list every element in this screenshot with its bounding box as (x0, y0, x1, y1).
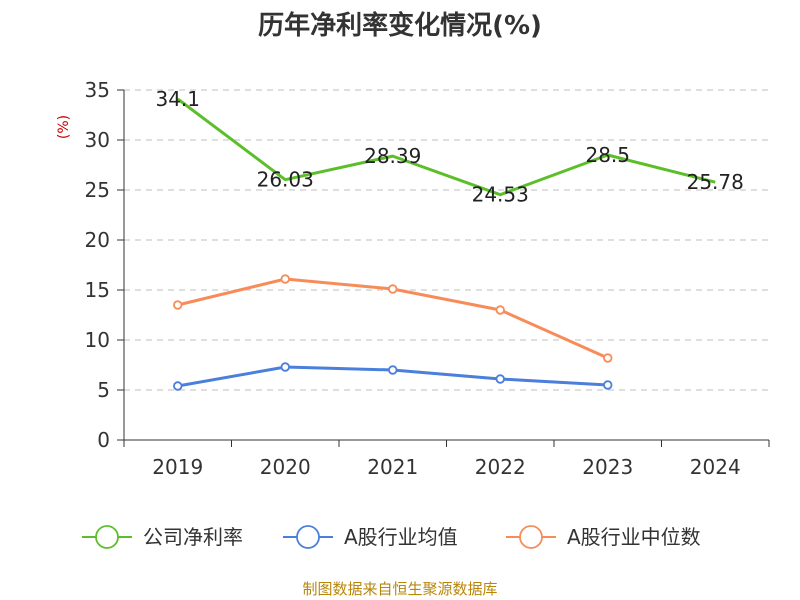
x-tick-label: 2019 (152, 455, 203, 479)
data-label: 26.03 (257, 168, 314, 192)
legend-item-2: A股行业中位数 (506, 525, 701, 549)
legend-swatch-marker (296, 525, 320, 549)
data-label: 25.78 (687, 170, 744, 194)
data-point (388, 365, 398, 375)
data-point (388, 284, 398, 294)
series-line-0 (176, 97, 716, 197)
legend-label: 公司净利率 (143, 525, 243, 549)
y-tick-label: 0 (97, 428, 110, 452)
data-point (495, 305, 505, 315)
x-tick-label: 2020 (260, 455, 311, 479)
data-label: 34.1 (155, 87, 200, 111)
data-label: 24.53 (472, 183, 529, 207)
legend-swatch-marker (519, 525, 543, 549)
y-tick-label: 25 (85, 178, 110, 202)
series-layer (173, 97, 716, 391)
x-tick-label: 2022 (475, 455, 526, 479)
data-point (280, 274, 290, 284)
y-axis-label: (%) (56, 115, 72, 139)
legend-label: A股行业均值 (344, 525, 458, 549)
data-point (173, 300, 183, 310)
data-point (603, 380, 613, 390)
data-point (495, 374, 505, 384)
legend-label: A股行业中位数 (567, 525, 701, 549)
x-tick-label: 2024 (690, 455, 741, 479)
legend: 公司净利率 A股行业均值 A股行业中位数 (82, 525, 701, 549)
x-tick-label: 2021 (367, 455, 418, 479)
y-tick-label: 15 (85, 278, 110, 302)
legend-swatch-marker (95, 525, 119, 549)
data-point (280, 362, 290, 372)
y-tick-label: 5 (97, 378, 110, 402)
gridlines (124, 89, 769, 391)
data-label: 28.5 (585, 143, 630, 167)
legend-item-1: A股行业均值 (283, 525, 458, 549)
data-label: 28.39 (364, 144, 421, 168)
data-labels: 34.1 26.03 28.39 24.53 28.5 25.78 (155, 87, 743, 207)
axes: 0 5 10 15 20 25 30 35 2019 2020 2021 2022 2023 2024 (85, 78, 770, 479)
y-tick-label: 30 (85, 128, 110, 152)
chart-title: 历年净利率变化情况(%) (258, 10, 542, 41)
y-tick-label: 35 (85, 78, 110, 102)
y-tick-label: 20 (85, 228, 110, 252)
x-tick-label: 2023 (582, 455, 633, 479)
legend-item-0: 公司净利率 (82, 525, 243, 549)
data-source-note: 制图数据来自恒生聚源数据库 (302, 580, 497, 598)
data-point (603, 353, 613, 363)
y-tick-label: 10 (85, 328, 110, 352)
data-point (173, 381, 183, 391)
